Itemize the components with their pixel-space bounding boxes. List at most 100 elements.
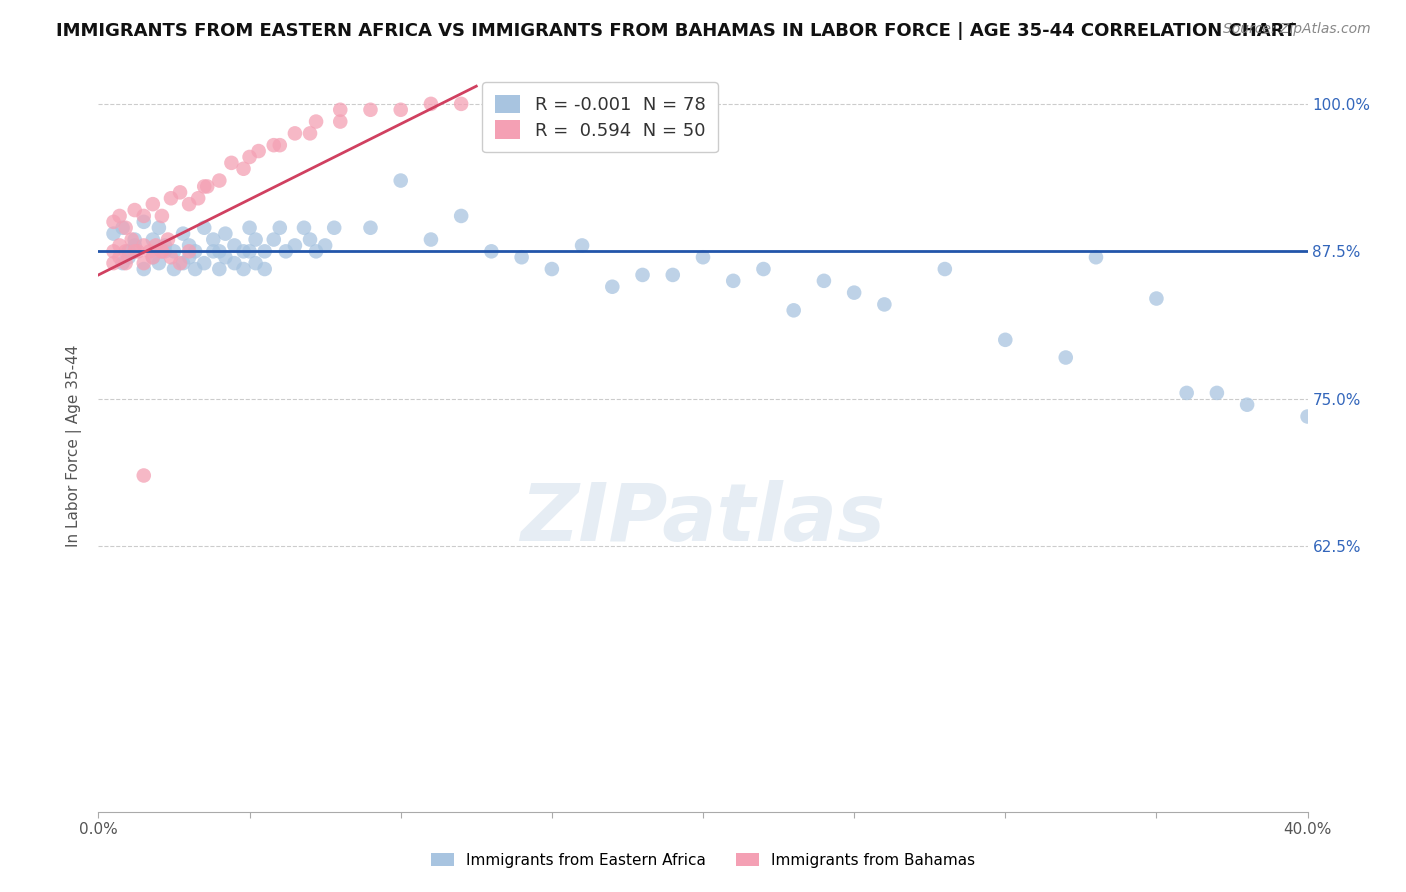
Point (103, 215, 125, 229)
Point (299, 233, 322, 247)
Point (172, 227, 194, 241)
Point (179, 197, 201, 211)
Point (169, 186, 191, 200)
Point (1327, 427, 1350, 442)
Point (127, 244, 149, 259)
Point (314, 238, 336, 252)
Point (292, 220, 315, 235)
Point (284, 238, 307, 252)
Point (360, 220, 382, 235)
Text: IMMIGRANTS FROM EASTERN AFRICA VS IMMIGRANTS FROM BAHAMAS IN LABOR FORCE | AGE 3: IMMIGRANTS FROM EASTERN AFRICA VS IMMIGR… (56, 22, 1296, 40)
Point (873, 297, 896, 311)
Point (153, 244, 176, 259)
Point (163, 262, 186, 277)
Point (214, 227, 236, 241)
Point (450, 96, 472, 111)
Point (121, 233, 143, 247)
Point (329, 103, 352, 117)
Point (994, 333, 1017, 347)
Point (202, 244, 225, 259)
Point (305, 114, 328, 128)
Point (692, 250, 714, 264)
Point (232, 262, 254, 277)
Point (934, 262, 956, 277)
Point (179, 238, 201, 252)
Point (193, 179, 215, 194)
Point (114, 256, 136, 270)
Point (631, 268, 654, 282)
Point (269, 220, 291, 235)
Point (214, 250, 236, 264)
Point (221, 156, 243, 170)
Point (142, 250, 165, 264)
Point (142, 197, 165, 211)
Point (263, 233, 285, 247)
Point (108, 209, 131, 223)
Point (1236, 398, 1258, 412)
Point (202, 233, 225, 247)
Point (232, 161, 254, 176)
Point (139, 244, 162, 259)
Point (571, 238, 593, 252)
Legend: R = -0.001  N = 78, R =  0.594  N = 50: R = -0.001 N = 78, R = 0.594 N = 50 (482, 82, 718, 153)
Point (844, 285, 866, 300)
Point (329, 114, 352, 128)
Point (111, 256, 134, 270)
Point (132, 468, 155, 483)
Point (172, 256, 194, 270)
Point (420, 96, 443, 111)
Point (124, 202, 146, 217)
Point (752, 262, 775, 277)
Point (145, 238, 167, 252)
Point (723, 274, 745, 288)
Point (253, 244, 276, 259)
Point (420, 233, 443, 247)
Point (389, 173, 412, 187)
Point (232, 244, 254, 259)
Point (103, 256, 125, 270)
Point (184, 262, 207, 277)
Point (132, 262, 155, 277)
Point (239, 220, 262, 235)
Point (299, 127, 322, 141)
Point (661, 268, 683, 282)
Point (245, 256, 267, 270)
Point (150, 244, 173, 259)
Point (108, 250, 131, 264)
Point (1054, 351, 1077, 365)
Point (150, 244, 173, 259)
Point (540, 262, 562, 277)
Point (163, 244, 186, 259)
Point (274, 244, 297, 259)
Point (148, 220, 170, 235)
Point (239, 150, 262, 164)
Point (269, 138, 291, 153)
Point (245, 233, 267, 247)
Point (305, 244, 328, 259)
Point (118, 244, 141, 259)
Point (208, 173, 231, 187)
Point (132, 209, 155, 223)
Point (450, 209, 472, 223)
Point (124, 244, 146, 259)
Point (187, 191, 209, 205)
Point (284, 127, 307, 141)
Point (247, 144, 270, 158)
Point (208, 244, 231, 259)
Point (132, 215, 155, 229)
Point (114, 244, 136, 259)
Point (124, 233, 146, 247)
Point (208, 262, 231, 277)
Point (1296, 409, 1319, 424)
Point (184, 244, 207, 259)
Text: Source: ZipAtlas.com: Source: ZipAtlas.com (1223, 22, 1371, 37)
Y-axis label: In Labor Force | Age 35-44: In Labor Force | Age 35-44 (66, 345, 83, 547)
Point (148, 256, 170, 270)
Point (1175, 385, 1198, 400)
Text: ZIPatlas: ZIPatlas (520, 480, 886, 558)
Point (193, 256, 215, 270)
Point (263, 138, 285, 153)
Point (224, 256, 246, 270)
Point (193, 220, 215, 235)
Point (118, 250, 141, 264)
